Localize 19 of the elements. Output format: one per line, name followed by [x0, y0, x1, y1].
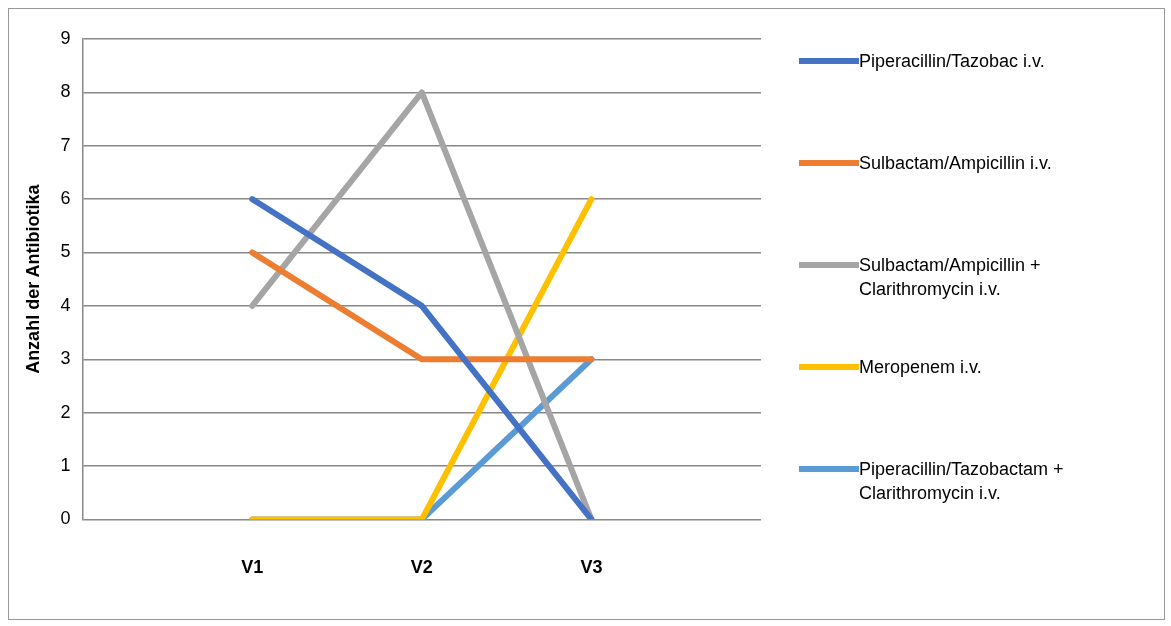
- x-tick-label: V3: [580, 557, 603, 578]
- y-axis-title: Anzahl der Antibiotika: [22, 183, 43, 374]
- legend-label: Piperacillin/Tazobac i.v.: [859, 50, 1045, 73]
- y-tick-label: 9: [60, 27, 71, 48]
- legend-label: Sulbactam/Ampicillin i.v.: [859, 152, 1052, 175]
- y-tick-label: 2: [60, 401, 71, 422]
- legend-label: Piperacillin/Tazobactam + Clarithromycin i.v.: [859, 458, 1065, 505]
- y-tick-label: 8: [60, 81, 71, 102]
- x-tick-label: V1: [241, 557, 264, 578]
- legend-label: Sulbactam/Ampicillin + Clarithromycin i.v.: [859, 254, 1042, 301]
- y-tick-label: 0: [60, 508, 71, 529]
- y-tick-label: 1: [60, 454, 71, 475]
- legend-label: Meropenem i.v.: [859, 356, 982, 379]
- x-tick-label: V2: [410, 557, 433, 578]
- y-tick-label: 7: [60, 134, 71, 155]
- y-tick-label: 3: [60, 348, 71, 369]
- y-tick-label: 6: [60, 188, 71, 209]
- y-tick-label: 5: [60, 241, 71, 262]
- y-tick-label: 4: [60, 294, 71, 315]
